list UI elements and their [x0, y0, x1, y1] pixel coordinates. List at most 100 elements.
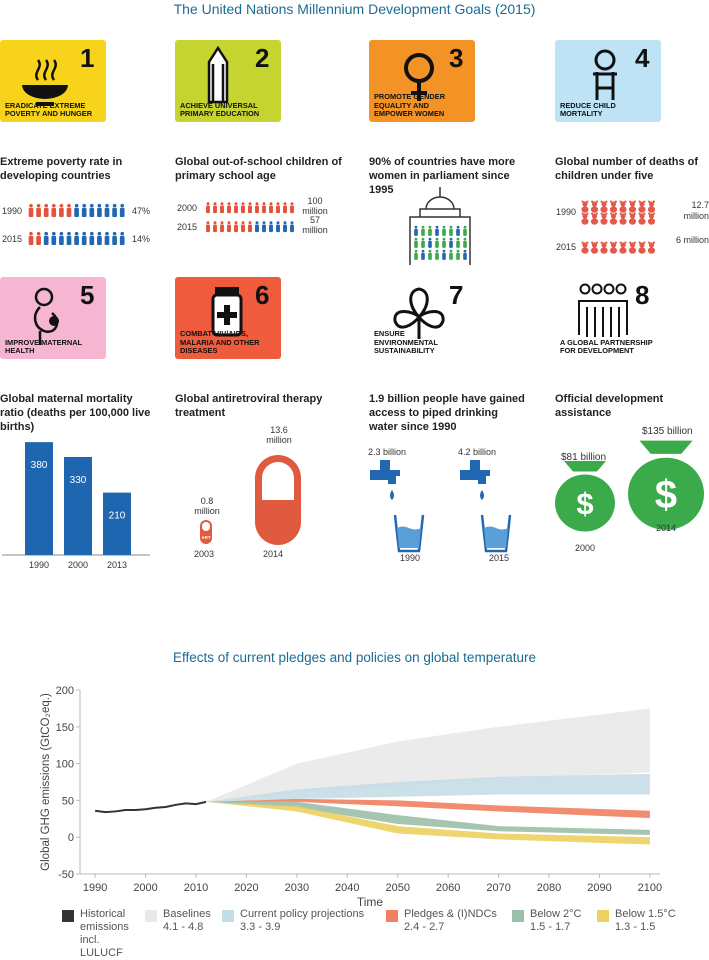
goal-number: 8 [635, 280, 650, 310]
person-icon [283, 224, 287, 233]
person-icon [220, 202, 224, 206]
person-icon [112, 203, 117, 208]
bear-icon [601, 242, 607, 248]
person-icon [74, 207, 79, 217]
person-icon [276, 202, 280, 206]
person-icon [44, 203, 48, 208]
bear-icon [591, 241, 594, 244]
person-icon [449, 225, 453, 229]
goal-stat: 1.9 billion people have gained access to… [369, 393, 525, 433]
bear-icon [591, 213, 598, 219]
person-icon [36, 235, 41, 245]
tap-icon [370, 460, 400, 484]
bag-icon [555, 474, 615, 532]
bear-icon [643, 241, 646, 244]
person-icon [241, 224, 245, 233]
bear-icon [638, 200, 641, 203]
cup-icon [480, 514, 512, 553]
bear-icon [600, 212, 603, 215]
bear-icon [601, 201, 607, 207]
x-tick-label: 2000 [133, 882, 157, 894]
legend-range: 4.1 - 4.8 [163, 921, 204, 933]
goal-label: A global partnership for development [560, 337, 653, 356]
bear-icon [600, 200, 603, 203]
bear-icon [648, 241, 651, 244]
bear-icon [591, 242, 598, 248]
person-icon [414, 228, 418, 236]
bear-icon [609, 206, 618, 213]
bear-icon [619, 247, 627, 254]
person-icon [59, 231, 64, 236]
year-label: 2015 [556, 242, 577, 252]
person-icon [66, 235, 72, 245]
bear-icon [581, 218, 589, 225]
person-icon [269, 221, 273, 225]
person-icon [269, 202, 273, 206]
person-icon [119, 235, 125, 245]
legend-range: 1.3 - 1.5 [615, 921, 656, 933]
bear-icon [605, 241, 608, 244]
bear-icon [581, 212, 584, 215]
year-label: 1990 [2, 206, 23, 216]
heart-icon [49, 316, 59, 326]
person-icon [90, 231, 94, 236]
bear-icon [624, 212, 627, 215]
x-tick-label: 1990 [29, 560, 49, 570]
value-label: 47% [132, 206, 151, 216]
person-icon [283, 202, 287, 206]
person-icon [81, 207, 87, 217]
bear-icon [652, 241, 656, 244]
x-tick-label: 2010 [184, 882, 208, 894]
person-icon [456, 249, 460, 253]
x-tick-label: 2090 [587, 882, 611, 894]
bear-icon [639, 213, 645, 219]
person-icon [241, 221, 245, 225]
person-icon [262, 224, 266, 233]
people-icon [603, 283, 615, 295]
person-icon [206, 224, 210, 233]
year-label: 2000 [575, 543, 596, 553]
bear-icon [638, 206, 646, 213]
person-icon [442, 237, 446, 241]
person-icon [213, 202, 217, 206]
y-tick-label: 50 [62, 795, 74, 807]
goal-stat: Global number of deaths of children unde… [555, 156, 699, 182]
band [206, 801, 650, 835]
legend-swatch [512, 910, 524, 922]
bear-icon [586, 200, 589, 203]
value-label: 4.2 billion [458, 447, 497, 457]
person-icon [456, 240, 460, 248]
goal-tile [0, 40, 106, 122]
bear-icon [619, 206, 627, 213]
person-icon [414, 237, 418, 241]
person-icon [456, 237, 460, 241]
person-icon [248, 221, 252, 225]
goal-stat: Extreme poverty rate in developing count… [0, 156, 123, 182]
person-icon [90, 203, 94, 208]
person-icon [74, 235, 79, 245]
year-label: 1990 [400, 553, 421, 563]
person-icon [262, 205, 266, 214]
bear-icon [624, 200, 627, 203]
value-label: 6 million [675, 235, 709, 245]
legend-swatch [62, 910, 74, 922]
x-tick-label: 2060 [436, 882, 460, 894]
bear-icon [639, 201, 645, 207]
bear-icon [582, 242, 588, 248]
steam-icon [35, 59, 57, 81]
bear-icon [620, 242, 626, 248]
person-icon [82, 231, 86, 236]
person-icon [28, 235, 34, 245]
y-tick-label: 0 [68, 832, 74, 844]
bear-icon [648, 200, 651, 203]
band [206, 773, 650, 802]
person-icon [67, 203, 71, 208]
value-label: 14% [132, 234, 151, 244]
person-icon [290, 221, 294, 225]
year-label: 1990 [556, 207, 577, 217]
goal-stat: Global antiretroviral therapy treatment [175, 393, 323, 419]
person-icon [276, 224, 280, 233]
person-icon [59, 207, 64, 217]
